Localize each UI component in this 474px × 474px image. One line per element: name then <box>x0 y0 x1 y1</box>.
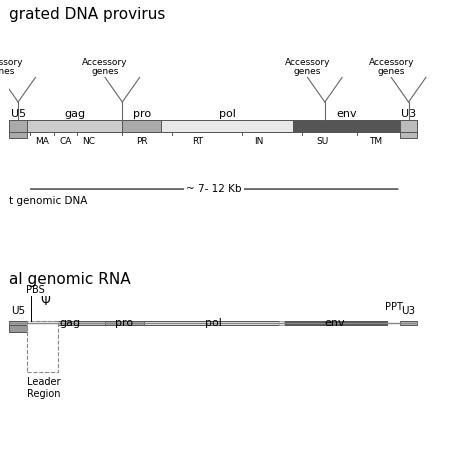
Bar <box>279 321 284 326</box>
Text: gag: gag <box>59 318 80 328</box>
Text: Accessory
genes: Accessory genes <box>0 58 24 76</box>
Text: Accessory
genes: Accessory genes <box>285 58 330 76</box>
Text: PPT: PPT <box>385 301 403 311</box>
Text: pol: pol <box>205 318 221 328</box>
Bar <box>400 321 417 326</box>
Text: IN: IN <box>254 137 263 146</box>
Text: env: env <box>336 109 357 119</box>
Text: al genomic RNA: al genomic RNA <box>9 272 131 287</box>
Bar <box>9 326 27 332</box>
Text: U5: U5 <box>10 109 26 119</box>
Text: pro: pro <box>115 318 134 328</box>
Text: gag: gag <box>64 109 85 119</box>
Text: TM: TM <box>369 137 382 146</box>
Text: ~ 7- 12 Kb: ~ 7- 12 Kb <box>186 184 242 194</box>
Text: MA: MA <box>35 137 49 146</box>
Bar <box>283 321 387 326</box>
Text: CA: CA <box>59 137 72 146</box>
Text: Accessory
genes: Accessory genes <box>82 58 128 76</box>
Bar <box>9 321 27 326</box>
Text: U5: U5 <box>11 306 25 316</box>
Text: PR: PR <box>136 137 147 146</box>
Text: t genomic DNA: t genomic DNA <box>9 196 88 206</box>
Text: SU: SU <box>317 137 328 146</box>
Bar <box>293 120 400 132</box>
Text: Accessory
genes: Accessory genes <box>368 58 414 76</box>
Text: pol: pol <box>219 109 236 119</box>
Bar <box>400 132 417 138</box>
Text: NC: NC <box>82 137 96 146</box>
Bar <box>144 321 283 326</box>
Bar <box>161 120 293 132</box>
Bar <box>35 321 105 326</box>
Bar <box>9 120 417 132</box>
Bar <box>27 120 122 132</box>
Text: PBS: PBS <box>26 285 45 295</box>
Text: grated DNA provirus: grated DNA provirus <box>9 7 166 22</box>
Bar <box>9 120 27 132</box>
Bar <box>122 120 161 132</box>
Text: env: env <box>325 318 345 328</box>
Text: pro: pro <box>133 109 151 119</box>
Bar <box>27 321 58 372</box>
Bar <box>105 321 144 326</box>
Text: Leader
Region: Leader Region <box>27 377 60 399</box>
Text: RT: RT <box>192 137 203 146</box>
Text: U3: U3 <box>401 109 416 119</box>
Text: $\Psi$: $\Psi$ <box>39 295 51 308</box>
Bar <box>9 132 27 138</box>
Bar <box>400 120 417 132</box>
Text: U3: U3 <box>401 306 416 316</box>
